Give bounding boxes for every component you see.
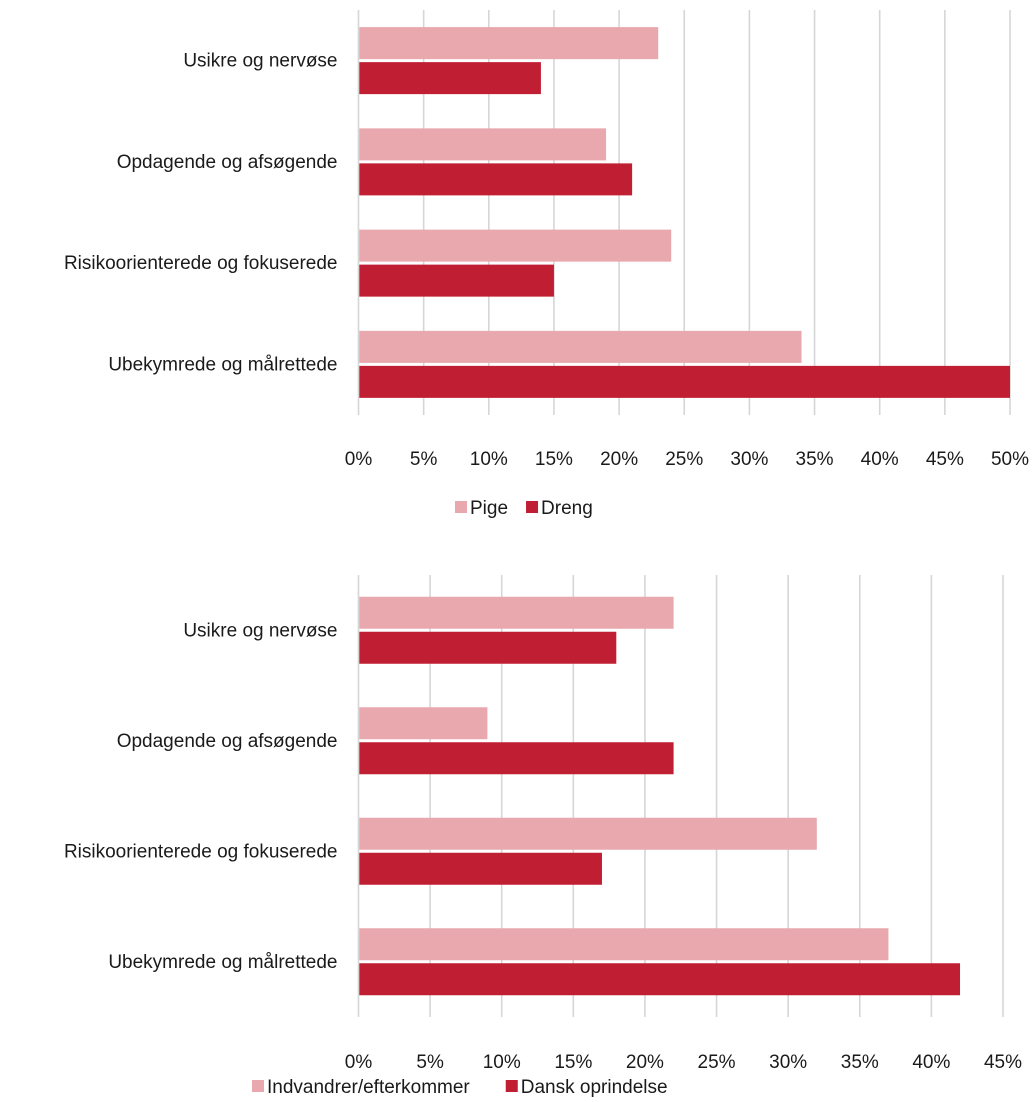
bar-series-1 [359, 707, 488, 740]
x-tick-label: 25% [698, 1052, 736, 1073]
legend-swatch [505, 1080, 518, 1092]
category-label: Risikoorienterede og fokuserede [64, 841, 338, 862]
legend-label: Indvandrer/efterkommer [267, 1077, 470, 1098]
bar-series-1 [359, 27, 659, 60]
x-tick-label: 0% [345, 1052, 373, 1073]
x-tick-label: 50% [991, 449, 1029, 470]
x-tick-label: 35% [841, 1052, 879, 1073]
x-tick-label: 30% [730, 449, 768, 470]
x-tick-label: 10% [470, 449, 508, 470]
category-label: Ubekymrede og målrettede [108, 952, 337, 973]
category-label: Usikre og nervøse [183, 620, 337, 641]
x-tick-label: 15% [535, 449, 573, 470]
bar-series-2 [359, 631, 617, 664]
chart-gender: Usikre og nervøse Opdagende og afsøgende R… [64, 10, 1029, 519]
category-label: Usikre og nervøse [183, 51, 337, 72]
legend: Indvandrer/efterkommer Dansk oprindelse [252, 1077, 668, 1098]
x-tick-label: 40% [912, 1052, 950, 1073]
x-tick-label: 5% [410, 449, 438, 470]
bar-series-1 [359, 596, 674, 629]
x-tick-label: 15% [554, 1052, 592, 1073]
x-tick-label: 20% [600, 449, 638, 470]
bar-series-2 [359, 365, 1010, 398]
x-tick-label: 40% [861, 449, 899, 470]
bar-series-2 [359, 264, 554, 297]
bar-series-2 [359, 163, 633, 196]
chart-origin: Usikre og nervøse Opdagende og afsøgende R… [64, 575, 1022, 1098]
x-tick-label: 10% [483, 1052, 521, 1073]
x-axis-ticks: 0% 5% 10% 15% 20% 25% 30% 35% 40% 45% [345, 1052, 1022, 1073]
bars [359, 27, 1010, 398]
legend-swatch [455, 501, 467, 513]
x-tick-label: 45% [984, 1052, 1022, 1073]
bar-series-1 [359, 928, 889, 961]
x-tick-label: 45% [926, 449, 964, 470]
bar-series-2 [359, 742, 674, 775]
category-label: Risikoorienterede og fokuserede [64, 253, 338, 274]
bar-series-2 [359, 62, 541, 95]
x-tick-label: 20% [626, 1052, 664, 1073]
x-tick-label: 0% [345, 449, 373, 470]
bar-series-1 [359, 229, 672, 262]
x-tick-label: 5% [416, 1052, 444, 1073]
x-axis-ticks: 0% 5% 10% 15% 20% 25% 30% 35% 40% 45% 50% [345, 449, 1029, 470]
bar-series-2 [359, 852, 602, 885]
bar-series-1 [359, 330, 802, 363]
bar-series-1 [359, 128, 607, 161]
x-tick-label: 35% [796, 449, 834, 470]
legend: Pige Dreng [455, 498, 593, 519]
bars [359, 596, 961, 996]
category-label: Ubekymrede og målrettede [108, 354, 337, 375]
x-tick-label: 30% [769, 1052, 807, 1073]
legend-label: Pige [470, 498, 508, 519]
category-label: Opdagende og afsøgende [117, 731, 338, 752]
category-label: Opdagende og afsøgende [117, 152, 338, 173]
x-tick-label: 25% [665, 449, 703, 470]
legend-label: Dreng [541, 498, 593, 519]
bar-series-1 [359, 817, 817, 850]
legend-label: Dansk oprindelse [521, 1077, 668, 1098]
legend-swatch [252, 1080, 264, 1092]
legend-swatch [526, 501, 539, 513]
bar-series-2 [359, 963, 961, 996]
